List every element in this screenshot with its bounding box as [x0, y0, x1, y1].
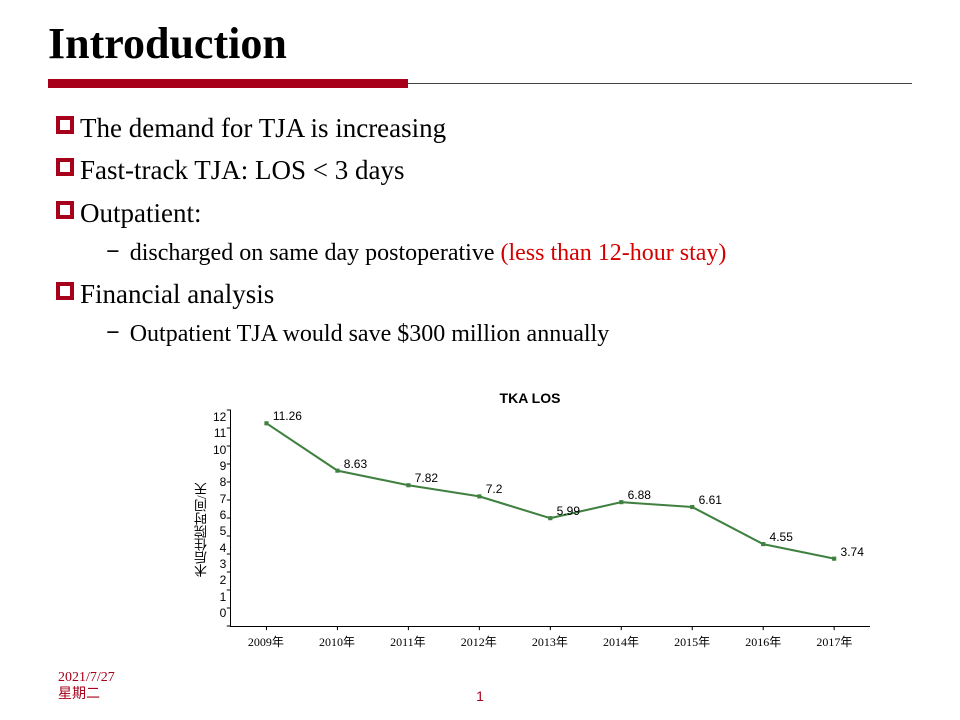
- bullet-item: Financial analysis: [56, 276, 912, 312]
- sub-bullet-text: Outpatient TJA would save $300 million a…: [130, 318, 610, 350]
- data-point-label: 3.74: [841, 545, 864, 559]
- ytick-label: 2: [220, 573, 227, 587]
- bullet-text: Financial analysis: [80, 276, 274, 312]
- xtick-label: 2011年: [390, 633, 426, 650]
- data-point-label: 7.82: [415, 471, 438, 485]
- bullet-list: The demand for TJA is increasing Fast-tr…: [48, 110, 912, 351]
- ytick-label: 9: [220, 459, 227, 473]
- footer-date-value: 2021/7/27: [58, 670, 115, 685]
- ytick-label: 1: [220, 590, 227, 604]
- square-bullet-icon: [56, 201, 74, 219]
- xtick-label: 2015年: [674, 633, 710, 650]
- data-point-label: 6.61: [699, 493, 722, 507]
- bullet-item: Outpatient:: [56, 195, 912, 231]
- chart-xaxis: 2009年 2010年 2011年 2012年 2013年 2014年 2015年 2016年…: [230, 627, 870, 650]
- ytick-label: 8: [220, 475, 227, 489]
- chart-body: 术后住院时间/天 1211109876543210 11.268.637.827…: [190, 410, 870, 650]
- dash-bullet-icon: −: [106, 318, 120, 349]
- rule-thin: [408, 83, 912, 84]
- square-bullet-icon: [56, 116, 74, 134]
- square-bullet-icon: [56, 282, 74, 300]
- xtick-label: 2013年: [532, 633, 568, 650]
- xtick-label: 2014年: [603, 633, 639, 650]
- ytick-label: 0: [220, 606, 227, 620]
- slide-footer: 2021/7/27 星期二 1: [0, 670, 960, 710]
- sub-bullet-item: − discharged on same day postoperative (…: [106, 237, 912, 269]
- slide: Introduction The demand for TJA is incre…: [0, 0, 960, 720]
- footer-page-number: 1: [476, 688, 484, 704]
- ytick-label: 10: [213, 443, 226, 457]
- data-point-label: 7.2: [486, 482, 503, 496]
- sub-text-main: Outpatient TJA would save $300 million a…: [130, 321, 610, 347]
- data-point-label: 5.99: [557, 504, 580, 518]
- chart-title: TKA LOS: [190, 390, 870, 406]
- chart-line-svg: [231, 410, 870, 626]
- sub-text-highlight: (less than 12-hour stay): [500, 240, 726, 266]
- data-point-label: 8.63: [344, 457, 367, 471]
- xtick-label: 2012年: [461, 633, 497, 650]
- ytick-label: 7: [220, 492, 227, 506]
- dash-bullet-icon: −: [106, 237, 120, 268]
- chart-plot-area: 11.26 8.63 7.82 7.2 5.99 6.88 6.61 4.55 3.74: [230, 410, 870, 627]
- ytick-label: 5: [220, 524, 227, 538]
- bullet-item: The demand for TJA is increasing: [56, 110, 912, 146]
- ytick-label: 6: [220, 508, 227, 522]
- rule-thick: [48, 79, 408, 88]
- data-point-label: 4.55: [770, 530, 793, 544]
- ytick-label: 4: [220, 541, 227, 555]
- tka-los-chart: TKA LOS 术后住院时间/天 1211109876543210 11.268…: [190, 390, 870, 670]
- footer-date: 2021/7/27 星期二: [58, 670, 115, 704]
- square-bullet-icon: [56, 158, 74, 176]
- ytick-label: 3: [220, 557, 227, 571]
- xtick-label: 2016年: [745, 633, 781, 650]
- sub-text-main: discharged on same day postoperative: [130, 240, 501, 266]
- xtick-label: 2010年: [319, 633, 355, 650]
- chart-xaxis-labels: 2009年 2010年 2011年 2012年 2013年 2014年 2015年 2016年…: [230, 633, 870, 650]
- chart-ylabel: 术后住院时间/天: [190, 410, 213, 650]
- xtick-label: 2009年: [248, 633, 284, 650]
- bullet-text: The demand for TJA is increasing: [80, 110, 446, 146]
- sub-bullet-text: discharged on same day postoperative (le…: [130, 237, 727, 269]
- data-point-label: 6.88: [628, 488, 651, 502]
- xtick-label: 2017年: [816, 633, 852, 650]
- bullet-item: Fast-track TJA: LOS < 3 days: [56, 152, 912, 188]
- data-point-label: 11.26: [273, 409, 302, 423]
- slide-title: Introduction: [48, 18, 912, 69]
- bullet-text: Outpatient:: [80, 195, 201, 231]
- sub-bullet-item: − Outpatient TJA would save $300 million…: [106, 318, 912, 350]
- title-rule: [48, 79, 912, 88]
- bullet-text: Fast-track TJA: LOS < 3 days: [80, 152, 404, 188]
- chart-yaxis: 1211109876543210: [213, 410, 230, 620]
- ytick-label: 11: [214, 426, 226, 440]
- ytick-label: 12: [213, 410, 226, 424]
- footer-weekday: 星期二: [58, 687, 100, 702]
